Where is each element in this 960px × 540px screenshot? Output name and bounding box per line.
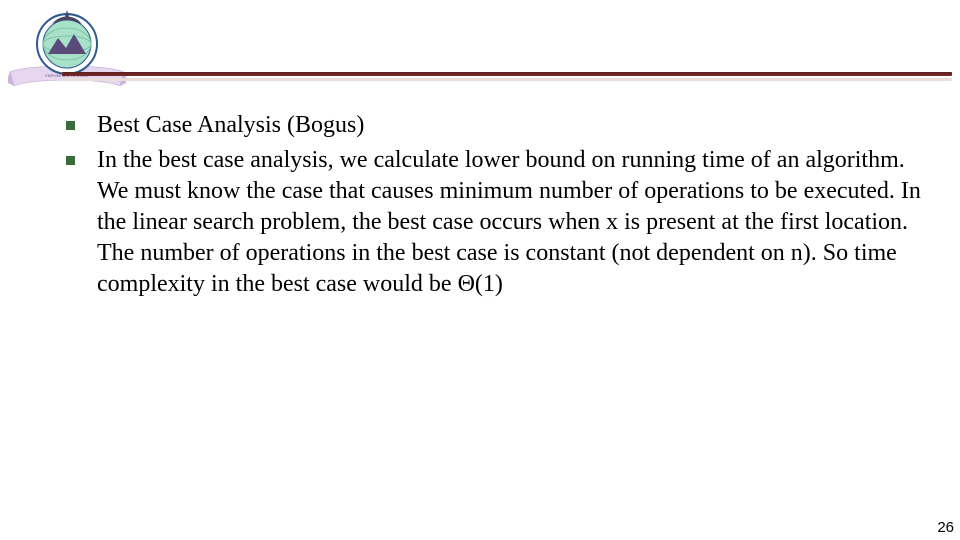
page-number: 26	[937, 519, 954, 536]
divider-rule-light	[62, 78, 952, 81]
content-area: Best Case Analysis (Bogus) In the best c…	[66, 110, 936, 304]
bullet-text: Best Case Analysis (Bogus)	[97, 110, 364, 141]
divider-rule-dark	[62, 72, 952, 76]
slide: EMPOWERED TO EXCEL Best Case Analysis (B…	[0, 0, 960, 540]
list-item: In the best case analysis, we calculate …	[66, 145, 936, 300]
square-bullet-icon	[66, 156, 75, 165]
list-item: Best Case Analysis (Bogus)	[66, 110, 936, 141]
bullet-text: In the best case analysis, we calculate …	[97, 145, 936, 300]
university-crest-logo: EMPOWERED TO EXCEL	[8, 2, 126, 98]
square-bullet-icon	[66, 121, 75, 130]
